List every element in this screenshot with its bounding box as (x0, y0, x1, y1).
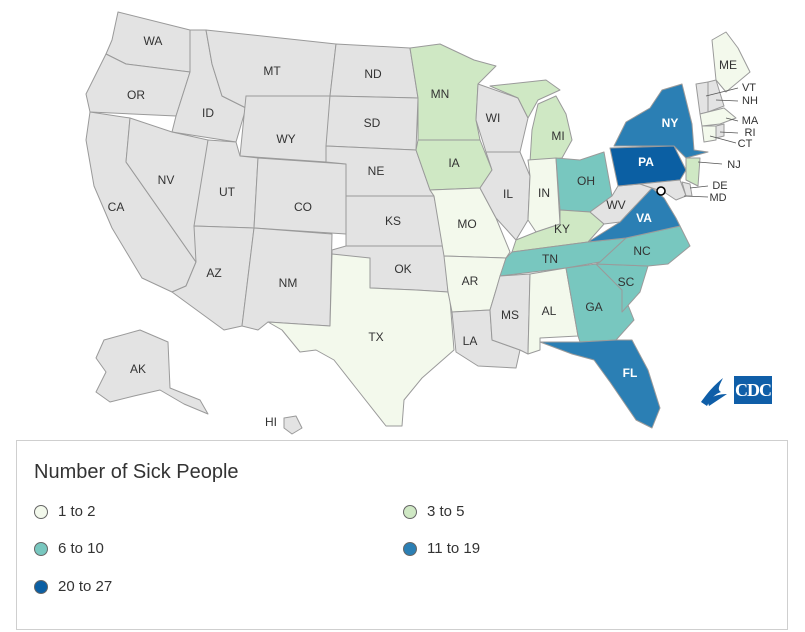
legend-swatch-3 (34, 541, 48, 556)
label-SC: SC (618, 275, 635, 289)
legend-item-3: 6 to 10 (34, 540, 104, 557)
label-ND: ND (364, 67, 382, 81)
state-RI[interactable] (715, 123, 725, 139)
label-AK: AK (130, 362, 146, 376)
label-ID: ID (202, 106, 214, 120)
label-AZ: AZ (206, 266, 221, 280)
label-MS: MS (501, 308, 519, 322)
state-MS[interactable] (489, 273, 531, 355)
legend-item-2: 3 to 5 (403, 503, 465, 520)
state-MA[interactable] (699, 107, 737, 127)
label-MD: MD (709, 192, 726, 204)
state-AK[interactable] (95, 329, 209, 415)
label-AR: AR (462, 274, 479, 288)
label-KS: KS (385, 214, 401, 228)
label-MI: MI (551, 129, 564, 143)
legend-swatch-2 (403, 504, 417, 519)
label-NE: NE (368, 164, 385, 178)
label-VA: VA (636, 211, 652, 225)
label-MA: MA (742, 115, 759, 127)
leader-de (689, 185, 709, 189)
label-NM: NM (279, 276, 298, 290)
legend-item-4: 11 to 19 (403, 540, 480, 557)
state-CO[interactable] (253, 157, 347, 235)
label-ME: ME (719, 58, 737, 72)
label-WV: WV (606, 198, 625, 212)
label-OR: OR (127, 88, 145, 102)
cdc-logo: CDC (697, 372, 777, 408)
cdc-logo-text: CDC (734, 376, 772, 404)
label-NH: NH (742, 95, 758, 107)
label-VT: VT (742, 82, 756, 94)
label-AL: AL (542, 304, 557, 318)
state-HI[interactable] (283, 415, 303, 435)
label-LA: LA (463, 334, 478, 348)
hhs-eagle-icon (701, 378, 727, 406)
state-TX[interactable] (267, 253, 455, 427)
map-legend: Number of Sick People 1 to 2 3 to 5 6 to… (16, 440, 788, 630)
label-GA: GA (585, 300, 602, 314)
label-DE: DE (712, 180, 727, 192)
legend-label-5: 20 to 27 (58, 578, 113, 595)
label-MT: MT (263, 64, 281, 78)
label-SD: SD (364, 116, 381, 130)
label-TX: TX (368, 330, 383, 344)
leader-nh (715, 99, 739, 102)
label-PA: PA (638, 155, 654, 169)
label-WI: WI (486, 111, 501, 125)
legend-label-1: 1 to 2 (58, 503, 96, 520)
leader-ri (719, 131, 739, 134)
legend-item-1: 1 to 2 (34, 503, 96, 520)
legend-swatch-1 (34, 504, 48, 519)
label-OH: OH (577, 174, 595, 188)
state-CT[interactable] (701, 125, 717, 143)
legend-swatch-4 (403, 541, 417, 556)
legend-item-5: 20 to 27 (34, 578, 112, 595)
label-RI: RI (745, 127, 756, 139)
label-WY: WY (276, 132, 295, 146)
state-NJ[interactable] (685, 157, 701, 187)
us-map-svg: WA OR CA ID NV MT WY UT AZ CO NM ND SD N… (85, 11, 759, 435)
label-MN: MN (431, 87, 450, 101)
leader-ma (725, 117, 739, 122)
state-WY[interactable] (239, 95, 331, 163)
legend-title: Number of Sick People (34, 461, 239, 483)
label-IL: IL (503, 187, 513, 201)
leader-nj (697, 161, 723, 165)
label-OK: OK (394, 262, 411, 276)
label-HI: HI (265, 415, 277, 429)
label-WA: WA (144, 34, 163, 48)
state-FL[interactable] (539, 339, 661, 429)
label-NC: NC (633, 244, 651, 258)
us-choropleth-map: WA OR CA ID NV MT WY UT AZ CO NM ND SD N… (85, 11, 777, 435)
label-NV: NV (158, 173, 175, 187)
label-MO: MO (457, 217, 476, 231)
label-CO: CO (294, 200, 312, 214)
legend-swatch-5 (34, 579, 48, 594)
state-VT[interactable] (695, 81, 709, 115)
label-IN: IN (538, 186, 550, 200)
label-IA: IA (448, 156, 459, 170)
legend-label-3: 6 to 10 (58, 540, 104, 557)
state-MI[interactable] (489, 79, 573, 163)
label-UT: UT (219, 185, 236, 199)
label-TN: TN (542, 252, 558, 266)
leader-ct (709, 135, 737, 144)
legend-label-4: 11 to 19 (427, 540, 481, 557)
label-NY: NY (662, 116, 679, 130)
label-CT: CT (738, 138, 753, 150)
label-CA: CA (108, 200, 125, 214)
label-NJ: NJ (727, 159, 740, 171)
state-NH[interactable] (707, 79, 725, 113)
leader-md (683, 195, 709, 198)
leader-vt (705, 87, 739, 97)
legend-label-2: 3 to 5 (427, 503, 465, 520)
label-FL: FL (623, 366, 638, 380)
state-NY[interactable] (613, 83, 709, 159)
dc-marker (656, 186, 666, 196)
label-KY: KY (554, 222, 570, 236)
